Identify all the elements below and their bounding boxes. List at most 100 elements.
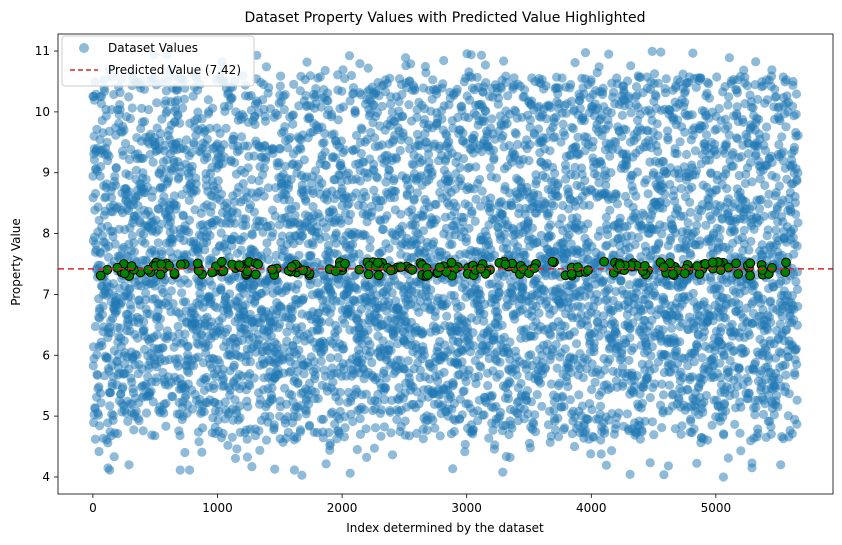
data-point — [103, 353, 113, 363]
data-point — [338, 65, 348, 75]
data-point — [106, 328, 116, 338]
data-point — [667, 323, 677, 333]
data-point — [156, 219, 166, 229]
data-point — [546, 231, 556, 241]
data-point — [328, 377, 338, 387]
data-point — [487, 114, 497, 124]
data-point — [304, 420, 315, 430]
data-point — [474, 371, 484, 381]
data-point — [320, 128, 330, 139]
data-point — [370, 423, 381, 433]
data-point — [382, 211, 392, 221]
data-point — [172, 85, 182, 95]
data-point — [384, 165, 394, 175]
data-point — [653, 146, 663, 157]
data-point — [183, 341, 193, 351]
data-point — [661, 74, 671, 84]
data-point — [184, 215, 195, 225]
data-point — [476, 50, 487, 60]
data-point — [493, 93, 504, 103]
data-point — [421, 68, 431, 78]
data-point — [311, 364, 321, 374]
data-point — [236, 245, 246, 255]
data-point — [553, 191, 563, 201]
data-point — [357, 355, 367, 365]
data-point — [261, 153, 271, 163]
data-point — [320, 65, 330, 76]
data-point — [100, 86, 110, 96]
data-point — [159, 192, 169, 202]
data-point — [397, 221, 407, 231]
data-point — [298, 231, 308, 241]
data-point — [307, 178, 317, 188]
data-point — [97, 341, 107, 351]
data-point — [225, 289, 235, 299]
data-point — [150, 431, 160, 441]
data-point — [385, 73, 395, 83]
data-point — [447, 239, 457, 249]
data-point — [216, 285, 226, 295]
data-point — [224, 252, 234, 262]
data-point — [95, 171, 105, 181]
data-point — [625, 333, 635, 343]
data-point — [615, 213, 625, 223]
data-point — [175, 430, 185, 441]
data-point — [199, 407, 209, 417]
data-point — [477, 186, 487, 196]
data-point — [498, 131, 508, 141]
data-point — [355, 414, 365, 424]
data-point — [675, 337, 685, 347]
data-point — [601, 460, 612, 470]
data-point — [148, 157, 158, 167]
data-point — [336, 136, 346, 146]
data-point — [286, 366, 296, 376]
data-point — [267, 383, 277, 393]
data-point — [418, 434, 428, 444]
data-point — [247, 175, 257, 185]
data-point — [657, 423, 667, 433]
data-point — [108, 411, 118, 421]
data-point — [541, 81, 551, 91]
data-point — [575, 103, 586, 114]
data-point — [111, 180, 121, 190]
data-point — [289, 465, 299, 475]
data-point — [137, 103, 147, 113]
data-point — [658, 390, 669, 400]
data-point — [331, 228, 341, 238]
data-point — [120, 139, 131, 149]
data-point — [239, 232, 249, 242]
data-point — [355, 59, 365, 69]
data-point — [180, 447, 190, 458]
data-point — [132, 350, 142, 360]
data-point — [148, 397, 158, 407]
data-point — [491, 173, 502, 183]
data-point — [255, 395, 265, 405]
data-point — [289, 79, 299, 89]
data-point — [565, 395, 575, 405]
data-point — [622, 76, 633, 86]
data-point — [184, 227, 194, 237]
data-point — [455, 163, 465, 173]
data-point — [321, 459, 331, 469]
data-point — [139, 116, 150, 127]
data-point — [280, 90, 290, 100]
data-point — [304, 399, 314, 409]
data-point — [113, 429, 123, 439]
data-point — [221, 123, 231, 133]
data-point — [557, 213, 567, 223]
data-point — [275, 319, 285, 329]
data-point — [646, 351, 656, 361]
data-point — [612, 329, 622, 339]
data-point — [184, 195, 194, 205]
data-point — [127, 103, 137, 113]
data-point — [179, 236, 189, 246]
data-point — [181, 135, 192, 145]
data-point — [276, 71, 286, 81]
data-point — [497, 320, 507, 330]
data-point — [381, 373, 391, 383]
data-point — [412, 188, 422, 198]
data-point — [131, 406, 141, 416]
data-point — [664, 380, 675, 390]
data-point — [125, 284, 135, 294]
data-point — [680, 127, 690, 137]
